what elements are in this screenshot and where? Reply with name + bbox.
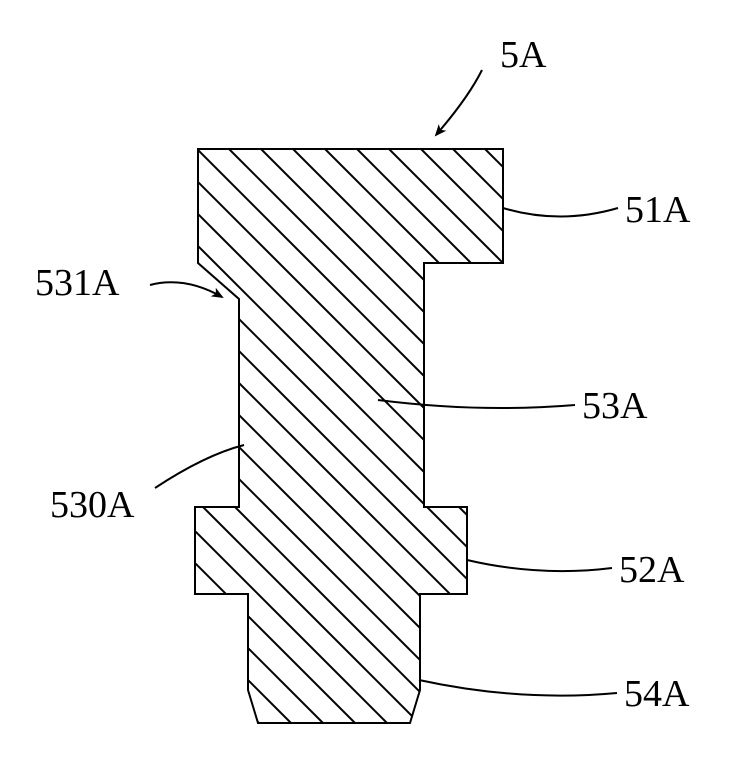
label-l531A: 531A [35,261,119,305]
label-l53A: 53A [582,384,647,428]
label-top: 5A [500,33,546,77]
label-l52A: 52A [619,548,684,592]
hatch-lines [145,0,553,759]
leader-l51A [503,208,618,217]
leader-l52A [467,560,612,571]
leader-l54A [419,680,617,696]
label-l51A: 51A [625,188,690,232]
leader-lines [150,70,618,696]
leader-l531A_arrow [150,282,222,297]
part-outline [195,149,503,723]
label-l530A: 530A [50,483,134,527]
label-l54A: 54A [624,672,689,716]
leader-l53A [378,400,575,408]
diagram-canvas [0,0,748,759]
leader-l530A [155,445,244,488]
leader-top_arrow [436,70,482,135]
